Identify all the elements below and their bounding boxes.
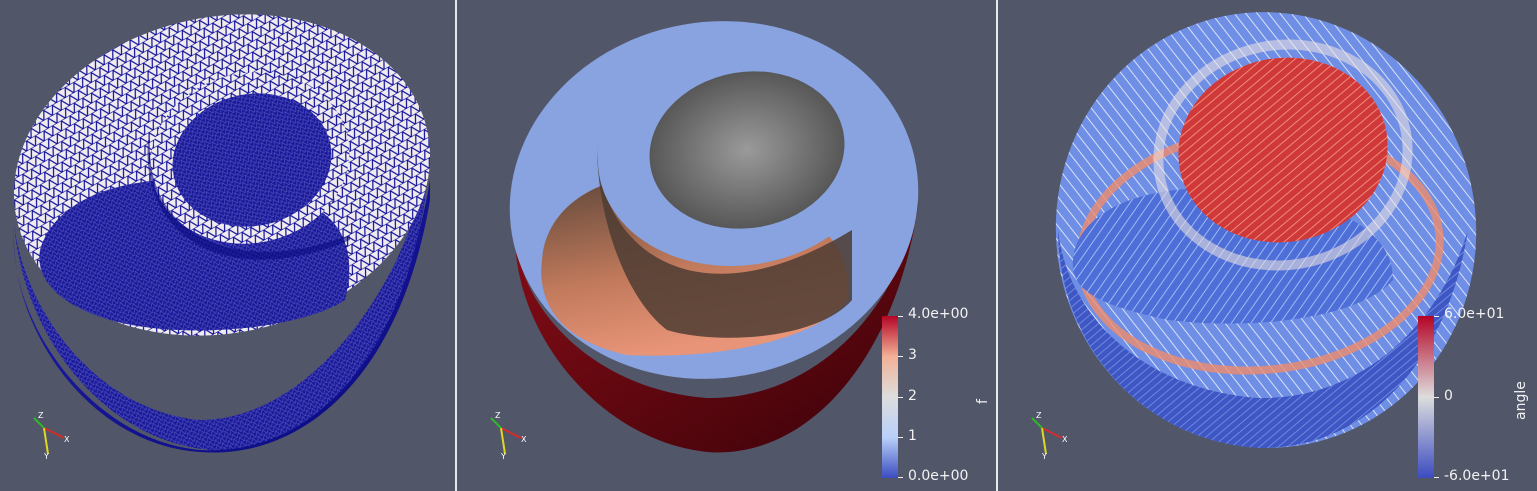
colorbar-f-min-label: 0.0e+00: [908, 468, 969, 484]
f-inner-cavity: [649, 71, 845, 229]
field-f-scene[interactable]: [457, 0, 996, 491]
orientation-axes: Z X Y: [30, 410, 78, 461]
orientation-axes: Z X Y: [1028, 410, 1076, 461]
axis-y-label: Y: [500, 452, 506, 460]
colorbar-f-title: f: [975, 399, 991, 404]
colorbar-angle-title: angle: [1513, 381, 1529, 420]
colorbar-f: [882, 316, 898, 478]
angle-inner-cavity: [1178, 57, 1388, 243]
render-view-mesh[interactable]: Z X Y: [0, 0, 455, 491]
colorbar-f-tick-2: 2: [908, 388, 917, 404]
axis-y-label: Y: [43, 452, 49, 460]
axis-z-label: Z: [495, 411, 501, 420]
axis-x-label: X: [64, 435, 70, 444]
angle-scene[interactable]: [998, 0, 1537, 491]
colorbar-angle: [1418, 316, 1434, 478]
f-outer-wall: [514, 200, 919, 453]
axis-z-label: Z: [38, 411, 44, 420]
colorbar-angle-mid-label: 0: [1444, 388, 1453, 404]
colorbar-angle-max-label: 6.0e+01: [1444, 306, 1505, 322]
mesh-inner-cavity: [172, 93, 332, 227]
colorbar-f-tick-3: 3: [908, 347, 917, 363]
render-view-angle[interactable]: 6.0e+01 0 -6.0e+01 angle Z X Y: [998, 0, 1537, 491]
axis-z-label: Z: [1036, 411, 1042, 420]
view-divider[interactable]: [455, 0, 457, 491]
axis-x-label: X: [521, 435, 527, 444]
view-divider[interactable]: [996, 0, 998, 491]
render-view-field-f[interactable]: 4.0e+00 3 2 1 0.0e+00 f Z X Y: [457, 0, 996, 491]
mesh-scene[interactable]: [0, 0, 455, 491]
axis-x-label: X: [1062, 435, 1068, 444]
axis-y-label: Y: [1041, 452, 1047, 460]
colorbar-f-max-label: 4.0e+00: [908, 306, 969, 322]
colorbar-f-tick-1: 1: [908, 428, 917, 444]
colorbar-angle-min-label: -6.0e+01: [1444, 468, 1510, 484]
orientation-axes: Z X Y: [487, 410, 535, 461]
